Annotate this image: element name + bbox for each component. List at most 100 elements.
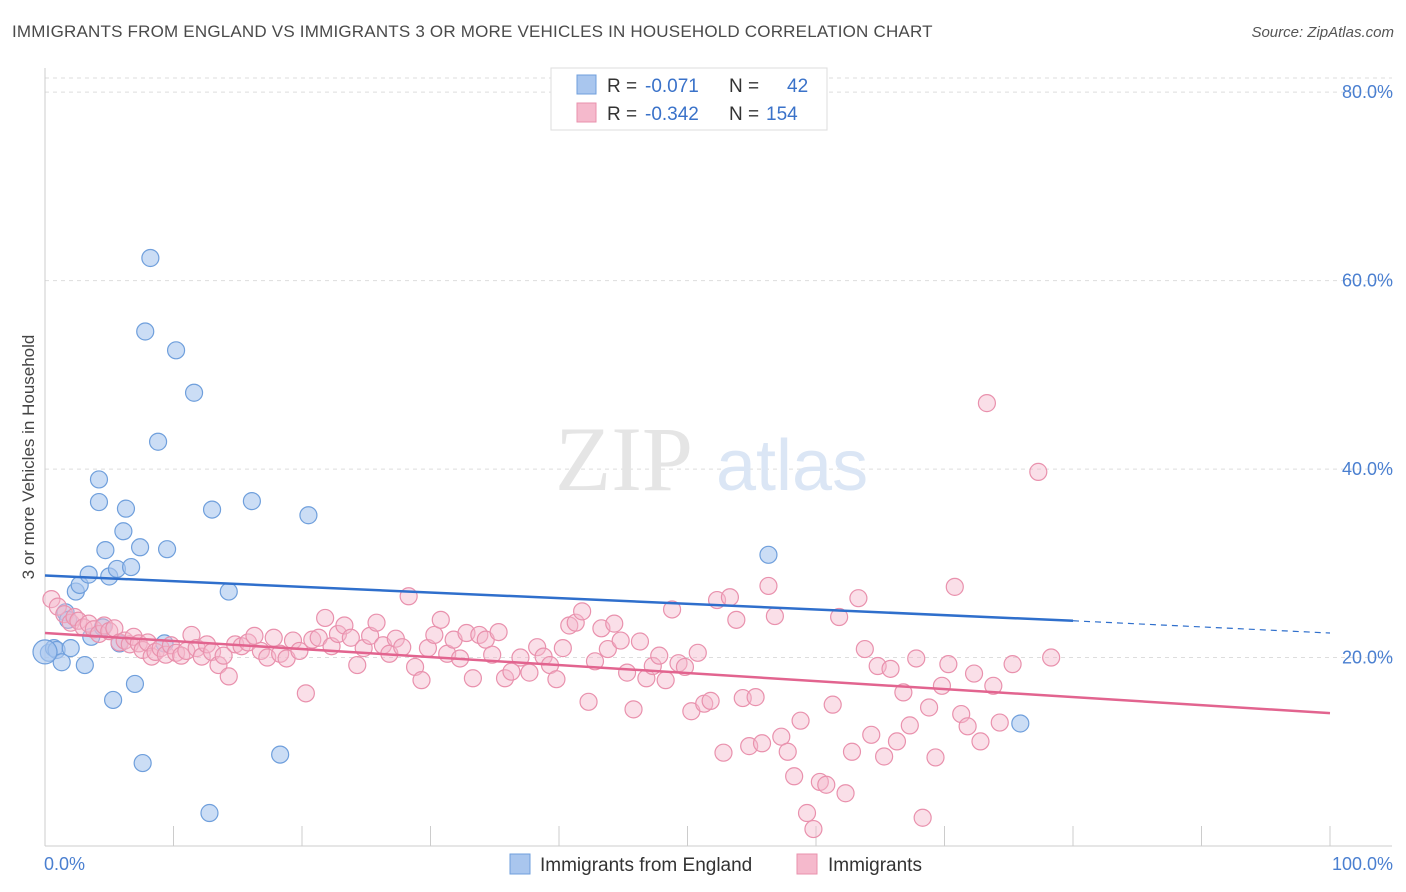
point-england (114, 522, 133, 541)
point-immigrants (785, 767, 804, 786)
point-immigrants (836, 784, 855, 803)
point-immigrants (984, 676, 1003, 695)
point-immigrants (662, 600, 682, 619)
point-immigrants (489, 622, 508, 642)
point-immigrants (932, 676, 952, 695)
legend-n-label-england: N = (729, 76, 759, 97)
bottom-legend-swatch-immigrants (796, 853, 818, 875)
legend-r-value-immigrants: -0.342 (645, 104, 699, 125)
point-immigrants (688, 643, 707, 662)
point-immigrants (463, 669, 483, 688)
y-axis-label: 3 or more Vehicles in Household (19, 335, 38, 580)
point-immigrants (219, 667, 238, 686)
trend-line-immigrants (44, 631, 1331, 715)
point-immigrants (495, 669, 515, 688)
bottom-legend-label-england: Immigrants from England (540, 855, 752, 876)
point-immigrants (830, 607, 849, 627)
point-england (759, 545, 778, 564)
point-immigrants (100, 622, 119, 641)
legend-n-value-immigrants: 154 (766, 104, 798, 125)
point-england (79, 565, 98, 584)
point-england (61, 639, 80, 658)
point-england (271, 745, 290, 764)
point-immigrants (611, 631, 630, 650)
point-immigrants (945, 577, 964, 596)
point-england (166, 341, 186, 360)
legend-box: R = -0.071 N = 42 R = -0.342 N = 154 (550, 67, 828, 131)
point-immigrants (341, 628, 360, 647)
point-immigrants (675, 657, 695, 677)
point-immigrants (772, 727, 791, 746)
point-england (52, 653, 71, 672)
legend-r-value-england: -0.071 (645, 76, 699, 97)
point-immigrants (245, 626, 264, 645)
point-immigrants (296, 684, 315, 703)
point-immigrants (752, 734, 772, 753)
axis-layer: 20.0% 40.0% 60.0% 80.0% 0.0% 100.0% (44, 68, 1393, 874)
point-immigrants (48, 597, 67, 616)
point-immigrants (849, 589, 868, 608)
point-immigrants (1003, 655, 1022, 674)
point-immigrants (425, 625, 444, 645)
point-immigrants (566, 613, 585, 632)
point-immigrants (875, 747, 894, 766)
y-tick-label: 40.0% (1342, 459, 1393, 479)
point-immigrants (881, 659, 900, 678)
point-england (184, 383, 204, 402)
point-immigrants (598, 639, 617, 659)
point-immigrants (964, 664, 984, 683)
point-immigrants (733, 688, 752, 708)
point-immigrants (842, 742, 862, 761)
points-layer (32, 248, 1061, 839)
point-immigrants (264, 628, 283, 647)
point-england (130, 538, 150, 557)
legend-n-label-immigrants: N = (729, 104, 759, 125)
watermark: ZIP atlas (555, 408, 868, 510)
point-england (136, 322, 155, 341)
point-immigrants (701, 691, 720, 710)
point-immigrants (907, 649, 926, 668)
point-immigrants (630, 632, 650, 651)
point-immigrants (926, 748, 945, 767)
trend-line-england-extension (1072, 620, 1331, 634)
point-immigrants (431, 610, 450, 629)
point-england (202, 500, 222, 519)
point-immigrants (778, 742, 797, 761)
legend-swatch-england (576, 74, 597, 95)
point-immigrants (214, 646, 233, 665)
point-england (116, 499, 136, 518)
point-immigrants (804, 819, 823, 839)
point-immigrants (547, 670, 566, 689)
point-immigrants (714, 743, 733, 762)
point-immigrants (855, 639, 874, 659)
trend-layer (44, 574, 1331, 715)
point-england (133, 753, 152, 773)
point-immigrants (605, 614, 624, 633)
point-england (157, 540, 177, 559)
point-immigrants (348, 655, 367, 675)
point-england (104, 690, 123, 710)
point-immigrants (367, 613, 386, 632)
point-immigrants (894, 683, 913, 702)
legend-swatch-immigrants (576, 102, 597, 123)
point-immigrants (727, 610, 746, 629)
point-england (75, 655, 94, 675)
point-england (299, 506, 318, 525)
point-england (125, 674, 145, 694)
point-immigrants (862, 725, 881, 744)
point-immigrants (618, 663, 637, 682)
point-immigrants (977, 394, 997, 413)
point-england (121, 557, 141, 577)
legend-r-label-immigrants: R = (607, 104, 637, 125)
point-immigrants (42, 590, 61, 609)
point-immigrants (579, 692, 598, 711)
y-tick-label: 80.0% (1342, 82, 1393, 102)
point-immigrants (823, 695, 842, 714)
point-immigrants (939, 655, 958, 674)
point-immigrants (553, 639, 572, 658)
point-immigrants (817, 775, 836, 794)
point-immigrants (765, 606, 784, 626)
point-immigrants (624, 700, 643, 719)
trend-line-england (44, 574, 1074, 623)
y-tick-label: 60.0% (1342, 271, 1393, 291)
